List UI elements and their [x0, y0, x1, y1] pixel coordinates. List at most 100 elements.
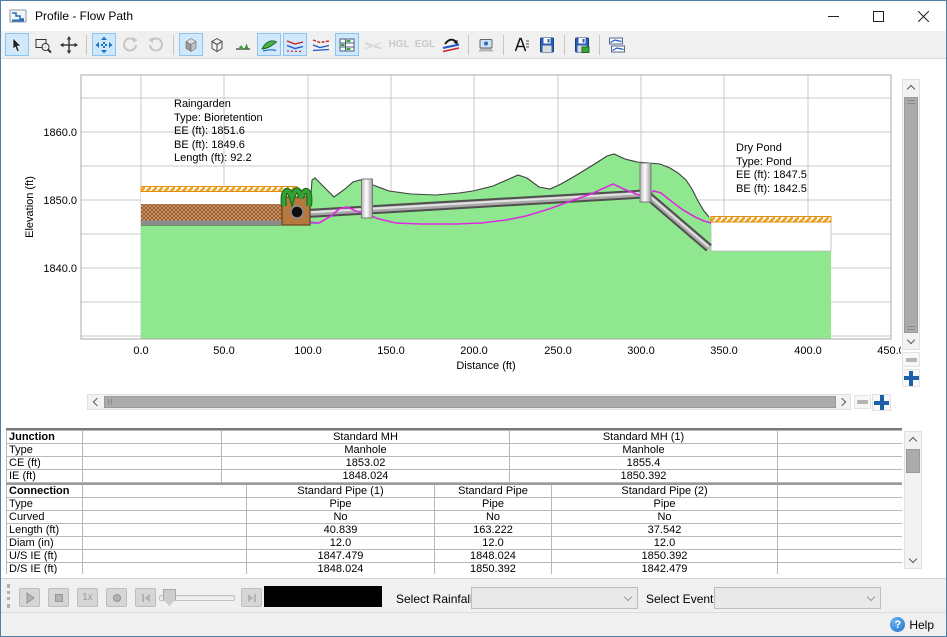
svg-text:450.0: 450.0	[877, 345, 901, 357]
table-display-tool-button[interactable]	[335, 33, 359, 56]
toolbar-drag-grip[interactable]	[7, 584, 10, 608]
chart-vertical-scrollbar[interactable]	[902, 79, 920, 350]
save-image-tool-button[interactable]	[570, 33, 594, 56]
font-settings-tool-button[interactable]	[509, 33, 533, 56]
play-button[interactable]	[19, 588, 40, 607]
raingarden-structure[interactable]	[140, 186, 301, 226]
wireframe-cube-icon	[211, 37, 223, 52]
skip-end-icon	[247, 593, 256, 602]
stop-button[interactable]	[48, 588, 69, 607]
profile-lines-alt-icon	[312, 38, 330, 51]
slider-thumb[interactable]	[163, 589, 176, 606]
time-display	[264, 586, 382, 607]
save-tool-button[interactable]	[535, 33, 559, 56]
terrain-display-tool-button[interactable]	[257, 33, 281, 56]
svg-text:350.0: 350.0	[710, 345, 738, 357]
solid-view-tool-button[interactable]	[179, 33, 203, 56]
thumb-grip	[907, 100, 915, 104]
maximize-icon	[873, 10, 884, 22]
scroll-up-button[interactable]	[903, 80, 919, 95]
svg-text:100.0: 100.0	[294, 345, 322, 357]
y-axis: 1860.0 1850.0 1840.0 Elevation (ft)	[24, 127, 77, 275]
profile-display-tool-button[interactable]	[283, 33, 307, 56]
chevron-down-icon	[906, 335, 916, 345]
raingarden-annotation: Raingarden Type: Bioretention EE (ft): 1…	[174, 98, 263, 164]
vertical-zoom-in-button[interactable]	[902, 369, 920, 387]
pipe-standard-pipe-2[interactable]	[643, 190, 712, 252]
pipe-standard-pipe[interactable]	[366, 189, 645, 215]
raingarden-soil-media	[141, 204, 301, 221]
svg-text:150.0: 150.0	[377, 345, 405, 357]
rainfall-dropdown[interactable]	[471, 587, 638, 609]
wireframe-view-tool-button[interactable]	[205, 33, 229, 56]
skip-to-start-button[interactable]	[135, 588, 156, 607]
pan-tool-button[interactable]	[57, 33, 81, 56]
event-dropdown[interactable]	[714, 587, 881, 609]
raingarden-outlet[interactable]	[280, 187, 313, 226]
close-button[interactable]	[901, 1, 946, 31]
stop-icon	[54, 593, 63, 602]
rotate-cw-tool-button[interactable]	[144, 33, 168, 56]
raingarden-underdrain-layer	[141, 220, 301, 225]
table-icon	[339, 38, 355, 51]
dry-pond-structure[interactable]	[710, 216, 832, 252]
pond-storage-zone	[710, 221, 832, 252]
vertical-zoom-out-button[interactable]	[902, 352, 920, 367]
animation-tool-button[interactable]	[474, 33, 498, 56]
playback-speed-button[interactable]: 1x	[77, 588, 98, 607]
rotate-ccw-tool-button[interactable]	[118, 33, 142, 56]
flow-direction-tool-button[interactable]	[439, 33, 463, 56]
skip-to-end-button[interactable]	[241, 588, 262, 607]
flow-arrow-icon	[442, 38, 460, 52]
scroll-up-button[interactable]	[905, 432, 921, 447]
chevron-right-icon	[837, 397, 846, 407]
manhole-standard-mh[interactable]	[361, 178, 373, 219]
scroll-down-button[interactable]	[903, 334, 919, 349]
maximize-button[interactable]	[856, 1, 901, 31]
zoom-window-tool-button[interactable]	[31, 33, 55, 56]
speed-label: 1x	[82, 592, 93, 603]
scroll-left-button[interactable]	[88, 395, 102, 409]
select-tool-button[interactable]	[5, 33, 29, 56]
help-button[interactable]: ? Help	[890, 617, 934, 632]
egl-tool-button[interactable]: EGL	[413, 33, 437, 56]
dry-pond-annotation: Dry Pond Type: Pond EE (ft): 1847.5 BE (…	[736, 142, 807, 195]
scroll-right-button[interactable]	[836, 395, 850, 409]
horizontal-zoom-out-button[interactable]	[854, 395, 871, 409]
vertical-scroll-thumb[interactable]	[904, 97, 918, 333]
profile-window-icon	[9, 9, 27, 23]
horizontal-scroll-thumb[interactable]	[104, 396, 836, 408]
cross-section-tool-button[interactable]	[361, 33, 385, 56]
save-icon	[540, 37, 554, 52]
horizontal-zoom-in-button[interactable]	[872, 394, 891, 411]
zoom-extents-tool-button[interactable]	[92, 33, 116, 56]
close-icon	[918, 10, 929, 22]
svg-text:0.0: 0.0	[133, 345, 148, 357]
manhole-standard-mh-1[interactable]	[639, 162, 652, 203]
hgl-tool-button[interactable]: HGL	[387, 33, 411, 56]
time-slider[interactable]	[159, 589, 237, 607]
scroll-down-button[interactable]	[905, 553, 921, 568]
slider-track[interactable]	[159, 595, 235, 601]
ground-display-tool-button[interactable]	[231, 33, 255, 56]
table-row: IE (ft) 1848.024 1850.392	[6, 469, 902, 483]
minus-icon	[857, 400, 868, 404]
multi-profile-tool-button[interactable]	[605, 33, 629, 56]
plus-icon	[903, 370, 919, 386]
record-button[interactable]	[106, 588, 127, 607]
solid-cube-icon	[185, 37, 197, 52]
profile-chart-canvas[interactable]: 1860.0 1850.0 1840.0 Elevation (ft) 0.0 …	[1, 59, 901, 389]
toolbar-separator	[564, 34, 565, 55]
vertical-scroll-thumb[interactable]	[906, 449, 920, 473]
profile-alt-display-tool-button[interactable]	[309, 33, 333, 56]
minimize-button[interactable]	[811, 1, 856, 31]
cursor-icon	[12, 36, 22, 52]
chart-horizontal-scrollbar[interactable]	[87, 394, 851, 410]
manholes[interactable]	[361, 162, 652, 219]
table-vertical-scrollbar[interactable]	[904, 431, 922, 569]
title-bar: Profile - Flow Path	[1, 1, 946, 31]
zoom-window-icon	[35, 38, 52, 53]
thumb-grip	[907, 326, 915, 330]
svg-text:300.0: 300.0	[627, 345, 655, 357]
thumb-grip	[108, 399, 112, 405]
